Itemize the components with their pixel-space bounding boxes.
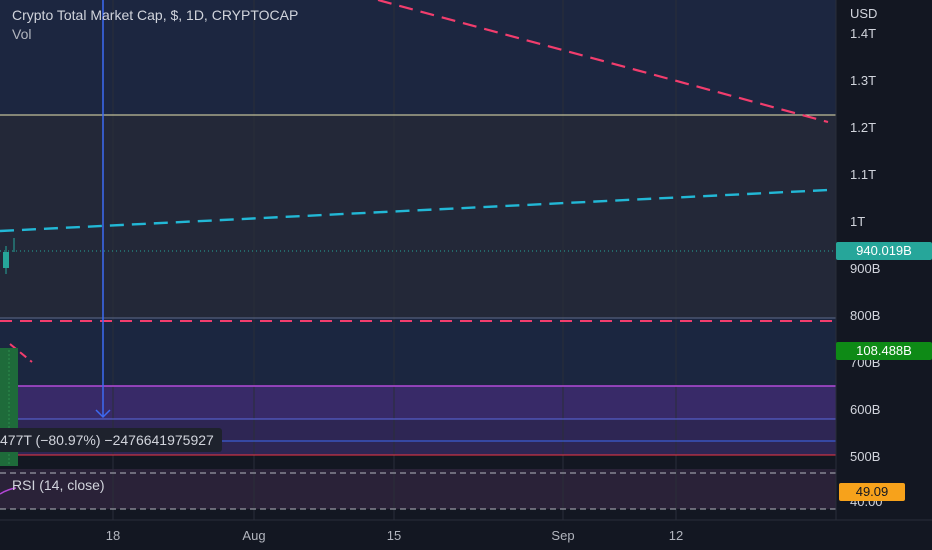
rsi-indicator-label[interactable]: RSI (14, close) <box>12 477 105 493</box>
rsi-zone <box>0 469 836 509</box>
price-tick-label: 1.4T <box>850 26 876 41</box>
time-tick-label: 12 <box>669 528 683 543</box>
lower-zone <box>0 318 836 386</box>
measure-arrowhead <box>95 409 111 419</box>
last-price-tag: 940.019B <box>836 242 932 260</box>
time-tick-label: Sep <box>551 528 574 543</box>
time-tick-label: 15 <box>387 528 401 543</box>
measure-readout: 477T (−80.97%) −2476641975927 <box>0 428 222 452</box>
chart-title: Crypto Total Market Cap, $, 1D, CRYPTOCA… <box>12 7 299 23</box>
price-tick-label: 800B <box>850 308 880 323</box>
time-tick-label: Aug <box>242 528 265 543</box>
price-tick-label: 500B <box>850 449 880 464</box>
purple-zone <box>0 386 836 419</box>
cyan-dashed-trendline[interactable] <box>0 188 829 233</box>
rsi-value-tag: 49.09 <box>839 483 905 501</box>
volume-indicator-label[interactable]: Vol <box>12 26 32 42</box>
time-axis[interactable]: 18 Aug 15 Sep 12 <box>106 528 683 543</box>
red-dashed-trendline[interactable] <box>377 0 829 124</box>
vertical-grid <box>112 0 677 520</box>
price-tick-label: 600B <box>850 402 880 417</box>
upper-zone <box>0 0 836 115</box>
middle-zone <box>0 115 836 318</box>
time-tick-label: 18 <box>106 528 120 543</box>
price-tick-label: 1.2T <box>850 120 876 135</box>
rsi-line <box>0 487 17 495</box>
red-dashed-segment <box>9 343 33 363</box>
price-tick-label: 1T <box>850 214 865 229</box>
price-tick-label: 1.3T <box>850 73 876 88</box>
price-tick-label: 1.1T <box>850 167 876 182</box>
currency-label: USD <box>850 6 878 21</box>
measure-value-tag: 108.488B <box>836 342 932 360</box>
price-tick-label: 900B <box>850 261 880 276</box>
price-axis-bg <box>836 0 932 520</box>
candle-body[interactable] <box>3 252 9 268</box>
